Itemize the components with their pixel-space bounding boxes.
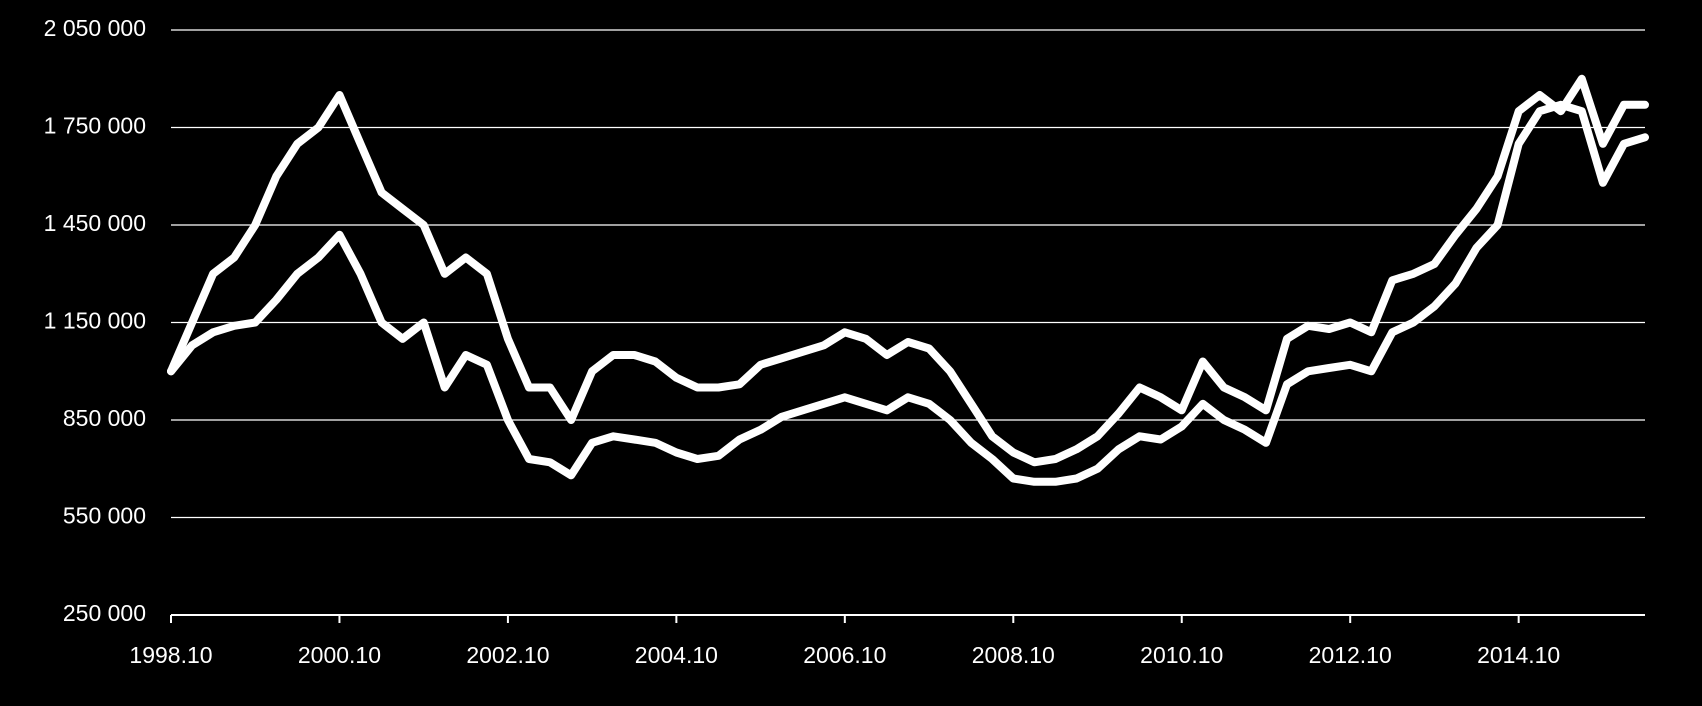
x-tick-label: 2014.10 (1477, 642, 1560, 668)
x-tick-label: 2008.10 (972, 642, 1055, 668)
y-tick-label: 1 750 000 (44, 113, 146, 139)
x-tick-label: 2004.10 (635, 642, 718, 668)
y-tick-label: 850 000 (63, 405, 146, 431)
x-tick-label: 2012.10 (1309, 642, 1392, 668)
y-tick-label: 2 050 000 (44, 15, 146, 41)
y-tick-label: 550 000 (63, 503, 146, 529)
x-tick-label: 1998.10 (129, 642, 212, 668)
x-tick-label: 2000.10 (298, 642, 381, 668)
series-line (167, 74, 1649, 467)
x-tick-label: 2010.10 (1140, 642, 1223, 668)
y-tick-label: 1 450 000 (44, 210, 146, 236)
x-tick-label: 2002.10 (466, 642, 549, 668)
series-line (167, 100, 1649, 486)
y-tick-label: 1 150 000 (44, 308, 146, 334)
x-tick-label: 2006.10 (803, 642, 886, 668)
y-tick-label: 250 000 (63, 600, 146, 626)
